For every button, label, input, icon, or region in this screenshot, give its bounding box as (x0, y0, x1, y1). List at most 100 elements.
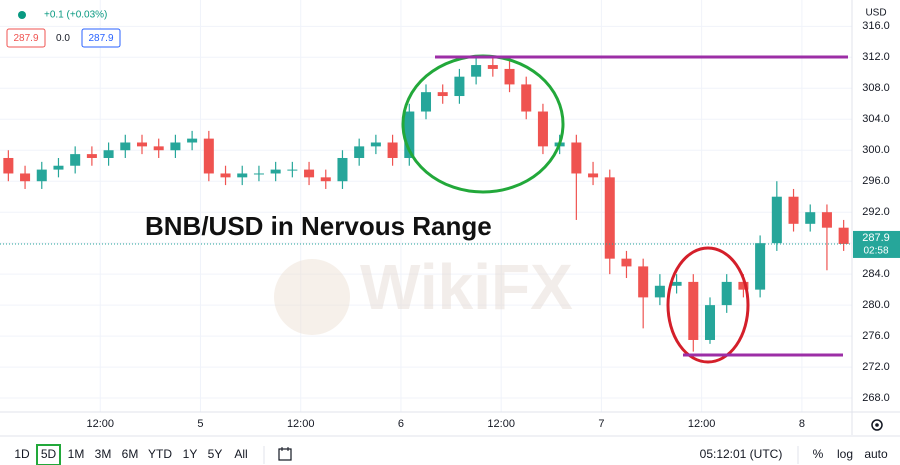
y-tick-label: 308.0 (862, 82, 890, 94)
chart-title: BNB/USD in Nervous Range (145, 211, 492, 241)
candle-body (304, 169, 315, 178)
candle-body (86, 154, 97, 158)
ask: 287.9 (88, 33, 113, 44)
candle-body (120, 142, 131, 151)
candle-body (136, 142, 148, 147)
y-tick-label: 300.0 (862, 144, 890, 156)
range-button[interactable]: 1M (68, 447, 85, 461)
watermark: WikiFX (360, 251, 573, 323)
candle-body (571, 142, 582, 174)
candle-body (588, 173, 599, 178)
spread: 0.0 (56, 33, 70, 44)
range-button[interactable]: 1Y (183, 447, 198, 461)
candle-body (187, 138, 198, 143)
candle-body (704, 305, 716, 340)
settings-icon[interactable] (871, 419, 883, 431)
y-tick-label: 280.0 (862, 299, 890, 311)
candle-body (521, 84, 532, 112)
price-label: 287.9 (862, 232, 890, 244)
candle-body (354, 146, 365, 158)
y-tick-label: 276.0 (862, 330, 890, 342)
y-tick-label: 316.0 (862, 20, 890, 32)
range-button[interactable]: All (234, 447, 247, 461)
candle-body (237, 173, 248, 178)
candle-body (387, 142, 398, 158)
candle-body (70, 154, 81, 166)
icon-part (278, 448, 292, 461)
scale-option[interactable]: auto (864, 447, 888, 461)
range-button[interactable]: 1D (14, 447, 30, 461)
x-tick-label: 8 (799, 418, 805, 430)
candle-body (471, 65, 482, 77)
y-tick-label: 292.0 (862, 206, 890, 218)
currency: USD (865, 8, 886, 19)
countdown: 02:58 (863, 246, 888, 257)
clock: 05:12:01 (UTC) (700, 447, 783, 461)
candle-body (805, 212, 816, 224)
bid-box[interactable] (6, 28, 46, 48)
x-tick-label: 7 (598, 418, 604, 430)
y-tick-label: 304.0 (862, 113, 890, 125)
x-tick-label: 12:00 (86, 418, 114, 430)
candle-body (270, 169, 281, 174)
candle-body (53, 165, 64, 170)
candle-body (437, 92, 448, 97)
change: +0.1 (+0.03%) (44, 10, 107, 21)
candle-body (755, 243, 766, 290)
range-button[interactable]: 3M (95, 447, 112, 461)
bid: 287.9 (13, 33, 38, 44)
candle-body (36, 169, 47, 182)
candle-body (487, 65, 498, 69)
candle-body (838, 227, 849, 244)
range-button[interactable]: YTD (148, 447, 172, 461)
candle-body (821, 212, 832, 228)
scale-option[interactable]: % (813, 447, 824, 461)
ask-box[interactable] (81, 28, 121, 48)
price-label-box (853, 230, 900, 258)
y-tick-label: 312.0 (862, 51, 890, 63)
candle-body (370, 142, 381, 147)
candle-body (671, 281, 682, 286)
candle-body (688, 281, 699, 340)
range-button[interactable]: 5Y (208, 447, 223, 461)
candle-body (638, 266, 649, 298)
annotation-ellipse (666, 246, 750, 364)
range-selected (36, 444, 61, 465)
range-button[interactable]: 5D (41, 447, 57, 461)
candle-body (153, 146, 164, 151)
candle-body (170, 142, 181, 151)
x-tick-label: 6 (398, 418, 404, 430)
candle-body (654, 285, 665, 298)
candle-body (404, 111, 415, 158)
candle-body (3, 157, 14, 174)
candle-body (537, 111, 548, 147)
watermark-group: WikiFX (274, 251, 573, 335)
icon-part (875, 423, 879, 427)
toolbar: 1D 5D 1M 3M 6M YTD 1Y 5Y All 05:12:01 (U… (14, 444, 888, 465)
candle-body (20, 173, 31, 182)
x-tick-label: 5 (197, 418, 203, 430)
candle-body (604, 177, 615, 259)
y-tick-label: 284.0 (862, 268, 890, 280)
candle-body (337, 157, 348, 182)
x-tick-label: 12:00 (287, 418, 315, 430)
candle-body (504, 68, 515, 85)
icon-part (871, 419, 883, 431)
status-dot (18, 11, 26, 19)
candle-body (253, 173, 264, 175)
candle-body (771, 196, 782, 244)
x-tick-label: 12:00 (688, 418, 716, 430)
candle-body (103, 150, 114, 158)
date-range-icon[interactable] (278, 447, 292, 461)
candle-body (320, 177, 331, 182)
y-tick-label: 272.0 (862, 361, 890, 373)
range-button[interactable]: 6M (122, 447, 139, 461)
candle-body (738, 281, 749, 290)
candle-body (287, 169, 298, 171)
scale-option[interactable]: log (837, 447, 853, 461)
candle-body (203, 138, 214, 174)
